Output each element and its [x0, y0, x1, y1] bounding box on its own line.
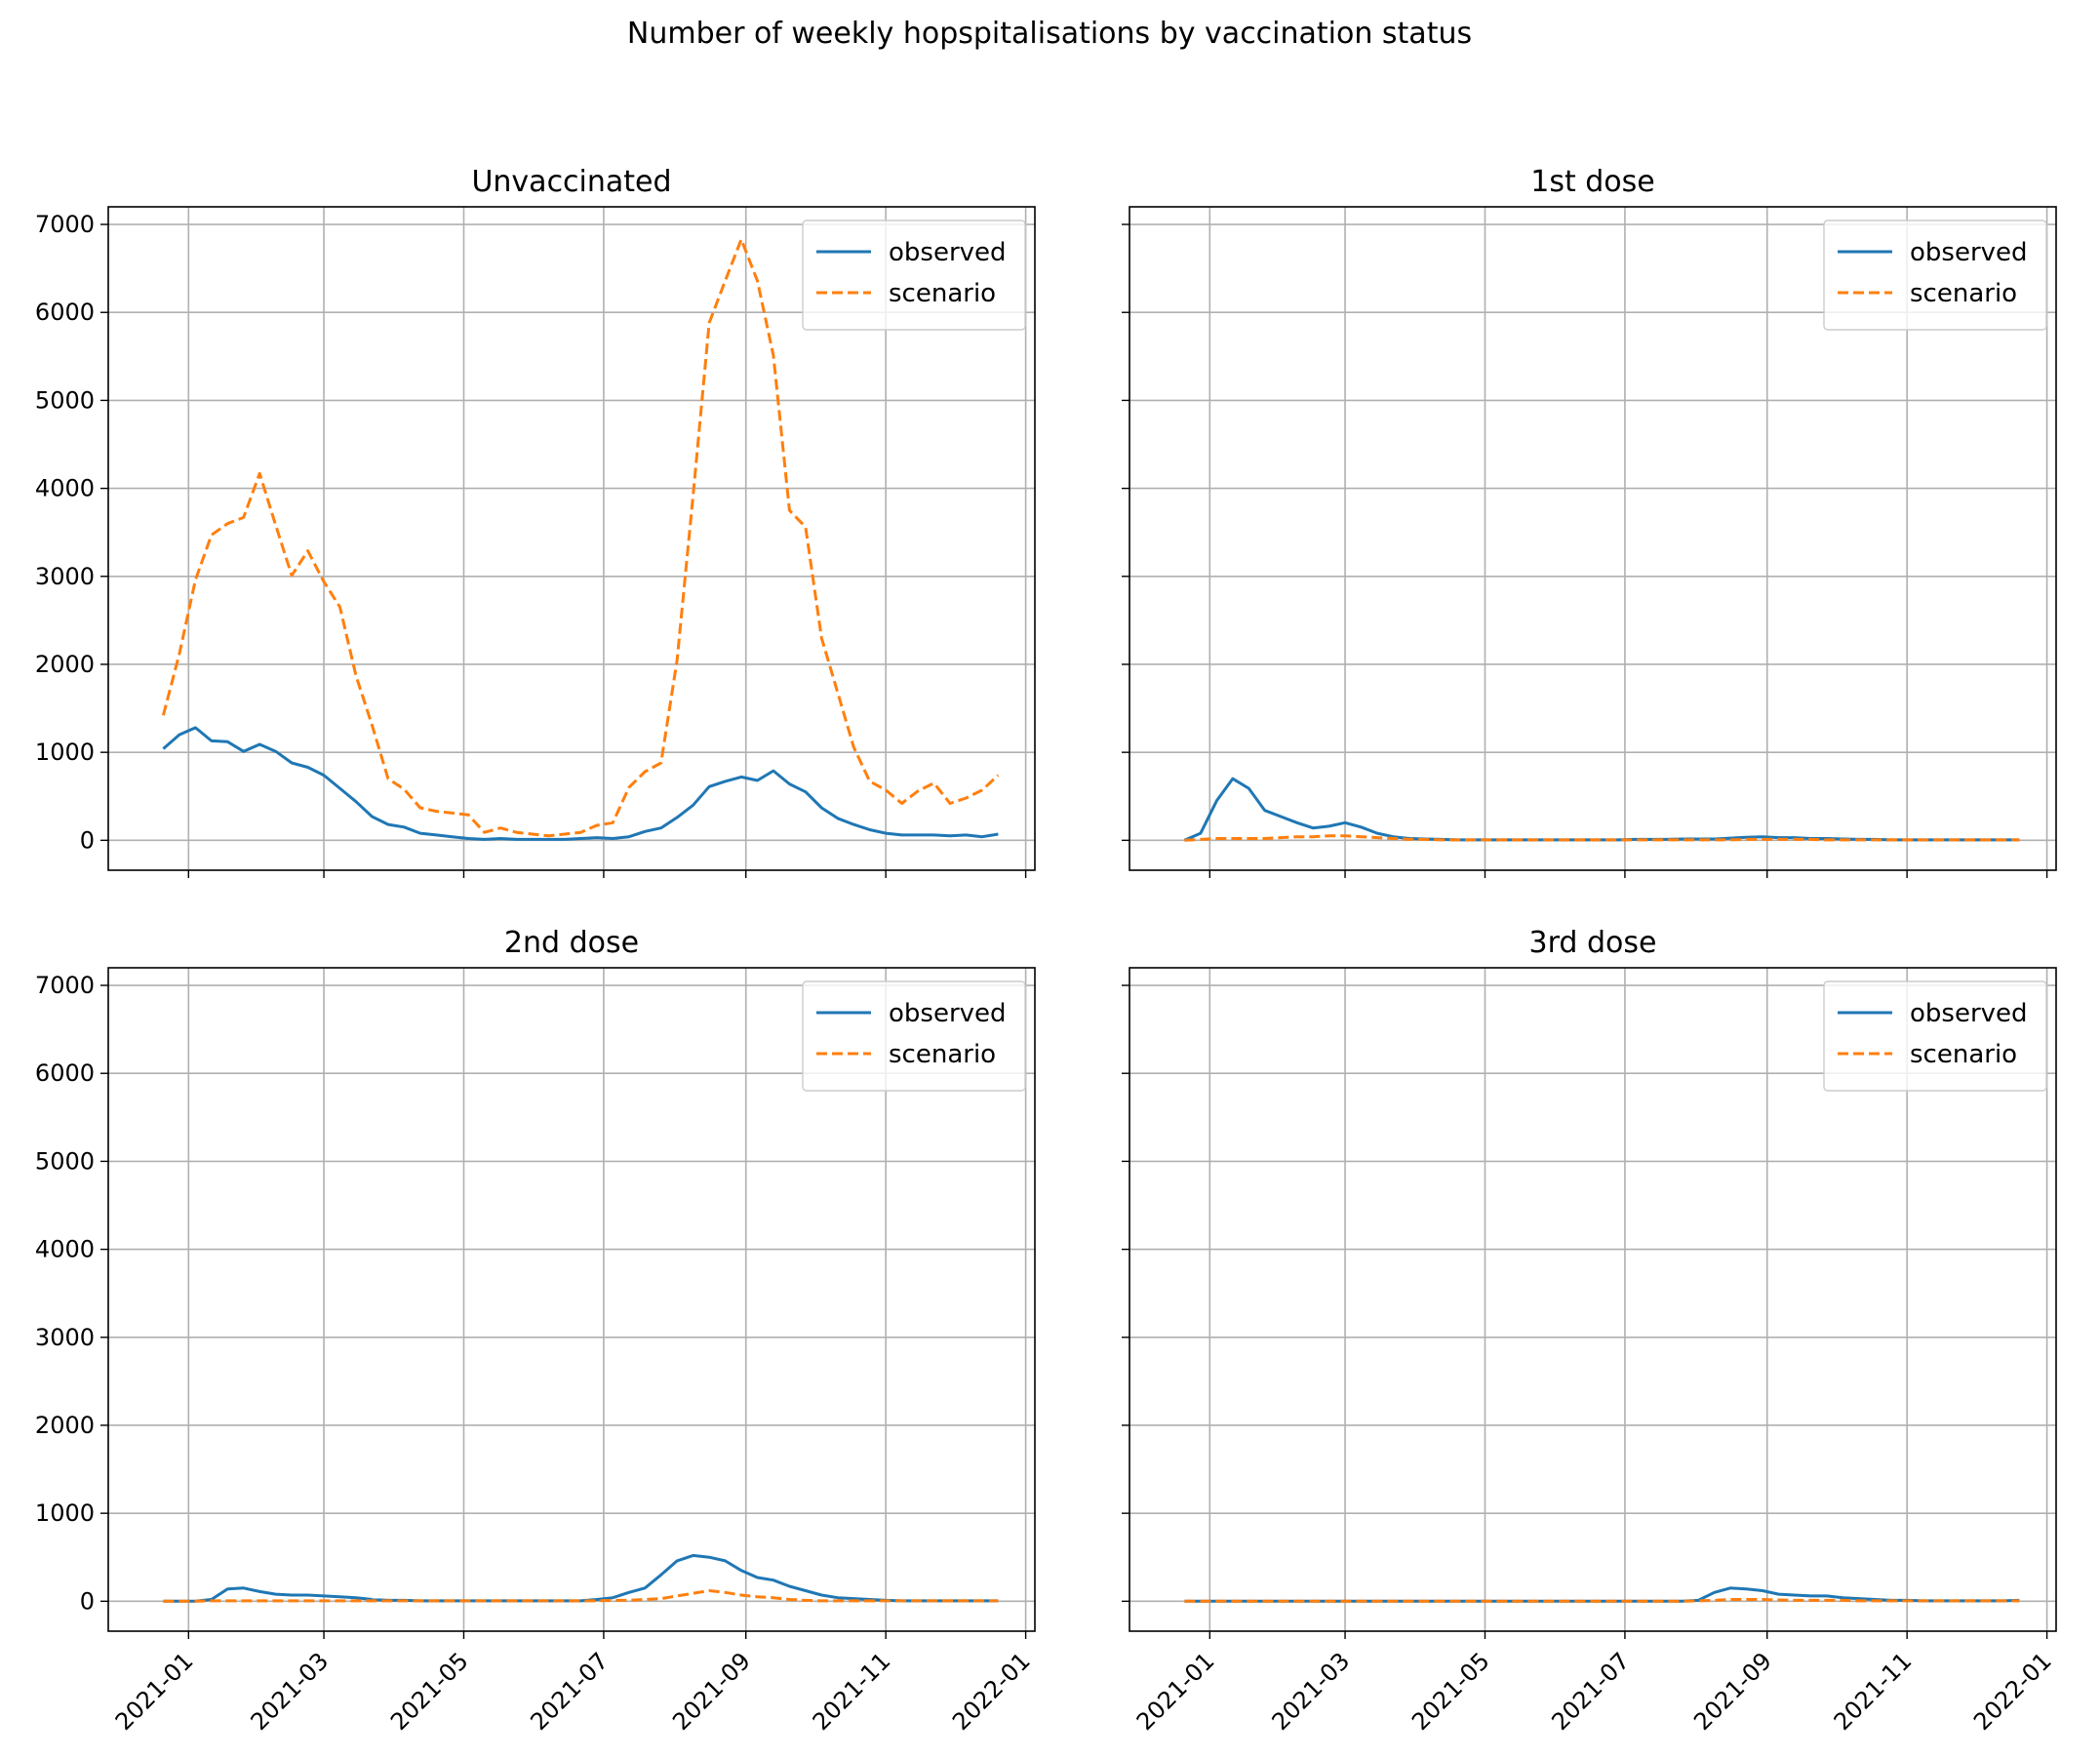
series-line-scenario — [163, 1589, 999, 1603]
y-tick-label: 5000 — [35, 1147, 95, 1175]
y-tick-label: 0 — [80, 826, 95, 854]
legend-label-scenario: scenario — [889, 279, 996, 308]
y-tick-label: 2000 — [35, 651, 95, 678]
series-line-observed — [163, 1553, 999, 1603]
legend-box — [802, 980, 1026, 1092]
y-tick-label: 1000 — [35, 739, 95, 766]
x-tick-label: 2021-03 — [246, 1647, 335, 1736]
series-line-observed — [1183, 777, 2020, 842]
y-tick-label: 5000 — [35, 386, 95, 414]
x-tick-label: 2021-01 — [110, 1647, 199, 1736]
plot-frame — [1129, 967, 2057, 1632]
legend: observed scenario — [1823, 220, 2047, 331]
legend-box — [1823, 220, 2047, 331]
x-tick-label: 2021-11 — [808, 1647, 896, 1736]
subplot-4: 3rd dose 2021-01 2021-03 2021-05 2021-07 2021… — [1122, 926, 2057, 1736]
series-line-observed — [162, 726, 999, 841]
x-tick-label: 2021-01 — [1131, 1647, 1220, 1736]
legend-label-scenario: scenario — [1910, 279, 2017, 308]
x-tick-label: 2022-01 — [947, 1647, 1036, 1736]
legend: observed scenario — [802, 220, 1026, 331]
x-tick-label: 2021-05 — [1407, 1647, 1495, 1736]
series-line-scenario — [161, 237, 1000, 838]
y-tick-label: 0 — [80, 1587, 95, 1615]
x-tick-label: 2022-01 — [1968, 1647, 2057, 1736]
panels: Unvaccinated 0 1000 2000 3000 4000 5000 6000 700… — [35, 165, 2057, 1736]
plot-frame — [107, 206, 1036, 871]
legend-label-observed: observed — [1910, 999, 2028, 1028]
legend-label-observed: observed — [889, 238, 1007, 267]
plot-frame — [107, 967, 1036, 1632]
x-tick-label: 2021-09 — [1688, 1647, 1777, 1736]
x-tick-label: 2021-09 — [667, 1647, 756, 1736]
y-tick-label: 7000 — [35, 972, 95, 999]
y-tick-label: 2000 — [35, 1412, 95, 1439]
y-tick-label: 1000 — [35, 1499, 95, 1527]
legend: observed scenario — [1823, 980, 2047, 1092]
figure-title: Number of weekly hopspitalisations by va… — [627, 17, 1472, 51]
legend-box — [802, 220, 1026, 331]
legend-label-scenario: scenario — [889, 1040, 996, 1069]
y-tick-label: 7000 — [35, 211, 95, 238]
legend-box — [1823, 980, 2047, 1092]
y-tick-label: 3000 — [35, 563, 95, 590]
x-tick-label: 2021-11 — [1829, 1647, 1918, 1736]
y-tick-label: 6000 — [35, 1059, 95, 1087]
y-tick-label: 6000 — [35, 299, 95, 326]
subplot-2: 1st dose observed scenario — [1122, 165, 2057, 878]
legend: observed scenario — [802, 980, 1026, 1092]
x-tick-label: 2021-07 — [525, 1647, 614, 1736]
y-tick-label: 4000 — [35, 1236, 95, 1263]
legend-label-observed: observed — [1910, 238, 2028, 267]
y-tick-label: 3000 — [35, 1324, 95, 1351]
legend-label-scenario: scenario — [1910, 1040, 2017, 1069]
y-tick-label: 4000 — [35, 475, 95, 502]
subplot-title: Unvaccinated — [471, 165, 671, 199]
x-tick-label: 2021-03 — [1267, 1647, 1356, 1736]
plot-frame — [1129, 206, 2057, 871]
series-line-scenario — [1184, 1598, 2020, 1603]
subplot-title: 2nd dose — [504, 926, 639, 960]
x-tick-label: 2021-07 — [1546, 1647, 1635, 1736]
subplot-title: 1st dose — [1530, 165, 1655, 199]
series-line-observed — [1184, 1586, 2020, 1603]
subplot-3: 2nd dose 0 1000 2000 3000 4000 5000 6000 7000 202… — [35, 926, 1036, 1736]
subplot-1: Unvaccinated 0 1000 2000 3000 4000 5000 6000 700… — [35, 165, 1036, 878]
legend-label-observed: observed — [889, 999, 1007, 1028]
x-tick-label: 2021-05 — [385, 1647, 474, 1736]
series-line-scenario — [1184, 834, 2020, 842]
subplot-title: 3rd dose — [1529, 926, 1657, 960]
